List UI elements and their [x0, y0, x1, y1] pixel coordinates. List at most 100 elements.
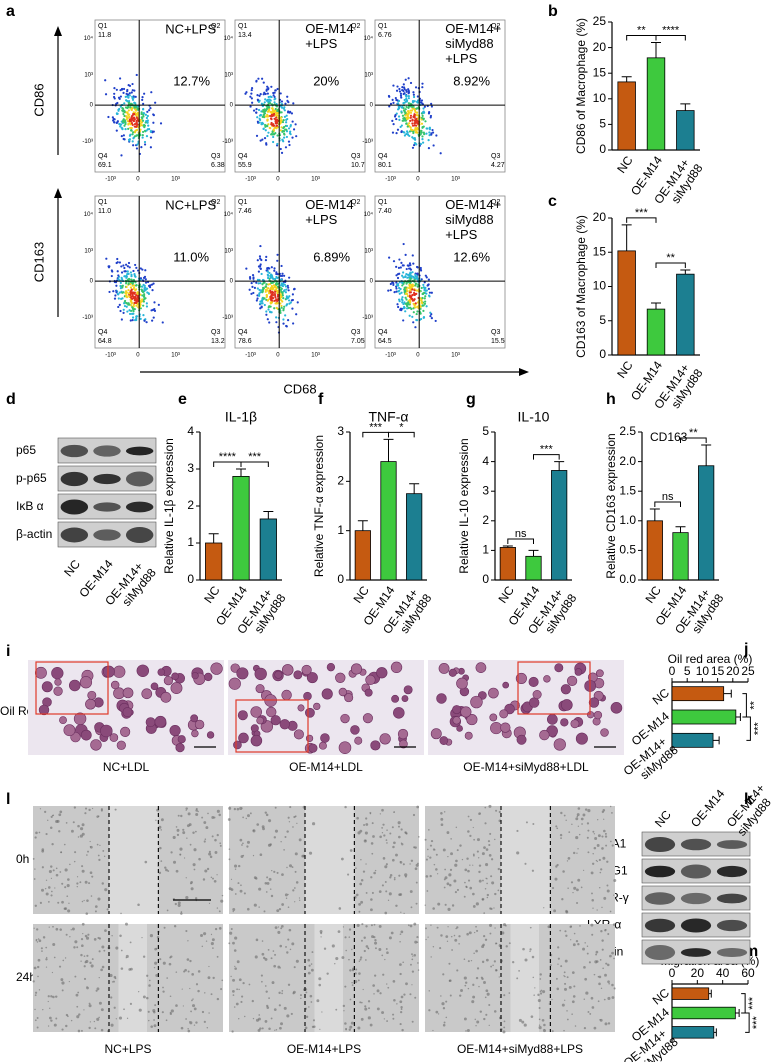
cell-speck — [221, 979, 223, 981]
cell — [123, 688, 133, 698]
y-tick-label: 15 — [593, 65, 607, 79]
cell-speck — [485, 888, 487, 890]
flow-event — [111, 270, 113, 272]
cell-speck — [311, 963, 313, 965]
flow-event — [413, 94, 415, 96]
flow-event — [245, 268, 247, 270]
cell-speck — [262, 953, 265, 956]
flow-event — [266, 120, 268, 122]
cell-speck — [556, 827, 558, 829]
flow-event — [263, 82, 265, 84]
cell-speck — [575, 836, 578, 839]
flow-event — [133, 302, 135, 304]
cell-speck — [400, 1023, 402, 1025]
cell-speck — [489, 907, 491, 909]
flow-event — [420, 118, 422, 120]
flow-event — [424, 300, 426, 302]
flow-event — [123, 102, 125, 104]
cell-speck — [612, 996, 615, 999]
cell-speck — [406, 833, 408, 835]
flow-event — [291, 299, 293, 301]
flow-y-tick: 10⁴ — [364, 211, 374, 218]
flow-event — [265, 129, 267, 131]
cell-speck — [481, 945, 484, 948]
flow-event — [426, 276, 428, 278]
cell-speck — [591, 899, 594, 902]
cell-speck — [386, 983, 387, 984]
cell — [88, 691, 96, 699]
cell-speck — [497, 890, 499, 892]
cell-speck — [153, 1019, 155, 1021]
cell-speck — [473, 854, 475, 856]
flow-event — [283, 126, 285, 128]
flow-event — [131, 129, 133, 131]
flow-event — [285, 285, 287, 287]
flow-event — [130, 319, 132, 321]
flow-event — [406, 91, 408, 93]
flow-event — [123, 115, 125, 117]
flow-event — [413, 289, 415, 291]
panel-label: h — [606, 391, 616, 408]
cell — [298, 705, 304, 711]
cell-speck — [286, 1014, 289, 1017]
flow-event — [144, 298, 146, 300]
cell-speck — [472, 865, 473, 866]
flow-event — [293, 288, 295, 290]
cell-speck — [381, 1011, 384, 1014]
cell-speck — [295, 852, 298, 855]
cell-speck — [611, 952, 614, 955]
cell-speck — [292, 826, 294, 828]
flow-event — [272, 141, 274, 143]
cell-speck — [464, 868, 467, 871]
flow-event — [251, 102, 253, 104]
blot-band — [645, 919, 675, 933]
cell-speck — [61, 1028, 63, 1030]
x-tick-label: 25 — [741, 664, 755, 678]
cell-speck — [90, 846, 93, 849]
flow-event — [408, 102, 410, 104]
cell-speck — [191, 973, 194, 976]
cell-speck — [332, 944, 335, 947]
flow-event — [392, 282, 394, 284]
flow-event — [409, 307, 411, 309]
flow-event — [409, 291, 411, 293]
cell-speck — [454, 935, 456, 937]
cell-speck — [217, 998, 219, 1000]
cell-speck — [499, 976, 500, 977]
flow-event — [397, 277, 399, 279]
cell-speck — [516, 830, 518, 832]
cell-speck — [489, 833, 491, 835]
flow-event — [422, 115, 424, 117]
cell-speck — [289, 929, 292, 932]
cell-speck — [577, 879, 580, 882]
cell-speck — [368, 1016, 371, 1019]
flow-event — [428, 112, 430, 114]
flow-y-tick: -10³ — [362, 139, 373, 145]
cell-speck — [276, 1029, 278, 1031]
flow-event — [281, 291, 283, 293]
flow-event — [408, 77, 410, 79]
cell-speck — [37, 1017, 39, 1019]
cell-speck — [492, 964, 494, 966]
cell-speck — [289, 821, 290, 822]
flow-event — [403, 264, 405, 266]
cell-speck — [195, 813, 198, 816]
flow-event — [414, 306, 416, 308]
cell-speck — [425, 839, 427, 841]
cell-speck — [349, 969, 351, 971]
flow-event — [112, 290, 114, 292]
quadrant-value: 78.6 — [238, 338, 252, 345]
cell-speck — [550, 964, 552, 966]
cell-speck — [382, 974, 384, 976]
cell-speck — [246, 845, 248, 847]
cell-speck — [208, 853, 211, 856]
cell-speck — [452, 904, 454, 906]
cell-speck — [222, 895, 223, 896]
blot-row-label: p-p65 — [16, 471, 47, 485]
cell-speck — [554, 878, 557, 881]
significance-label: ns — [662, 491, 674, 503]
flow-event — [421, 123, 423, 125]
cell-speck — [204, 1021, 206, 1023]
cell-speck — [560, 965, 562, 967]
cell-speck — [82, 933, 83, 934]
